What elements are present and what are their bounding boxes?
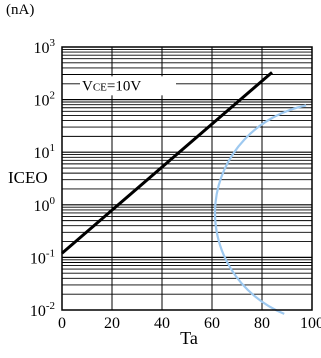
y-tick-label: 102 (34, 90, 56, 110)
y-tick-label: 10-1 (30, 247, 55, 267)
y-tick-label: 10-2 (30, 300, 55, 320)
x-axis-label: Ta (180, 328, 198, 348)
decorative-arc (213, 104, 307, 315)
y-unit-label: (nA) (6, 2, 35, 18)
tick-labels: 0 20 40 60 80 100 10-2 10-1 100 101 102 103 (30, 37, 321, 332)
annotation-background (80, 76, 176, 96)
plot-frame-rect (61, 46, 313, 311)
decorative-arc-path (213, 104, 307, 315)
series-line-0 (61, 71, 273, 255)
y-tick-label: 100 (34, 195, 56, 215)
x-tick-label: 80 (254, 315, 270, 332)
x-tick-label: 60 (204, 315, 220, 332)
axis-labels: Ta ICEO VCE=10V (8, 76, 198, 348)
plot-frame (61, 46, 313, 311)
x-tick-label: 0 (58, 315, 66, 332)
y-axis-label: ICEO (8, 168, 48, 187)
x-tick-label: 20 (104, 315, 120, 332)
grid-lines (62, 47, 312, 310)
annotation-label: VCE=10V (82, 78, 141, 94)
y-tick-label: 103 (34, 37, 56, 57)
x-tick-label: 100 (300, 315, 321, 332)
y-tick-label: 101 (34, 142, 56, 162)
x-tick-label: 40 (154, 315, 170, 332)
series-group (61, 71, 273, 255)
